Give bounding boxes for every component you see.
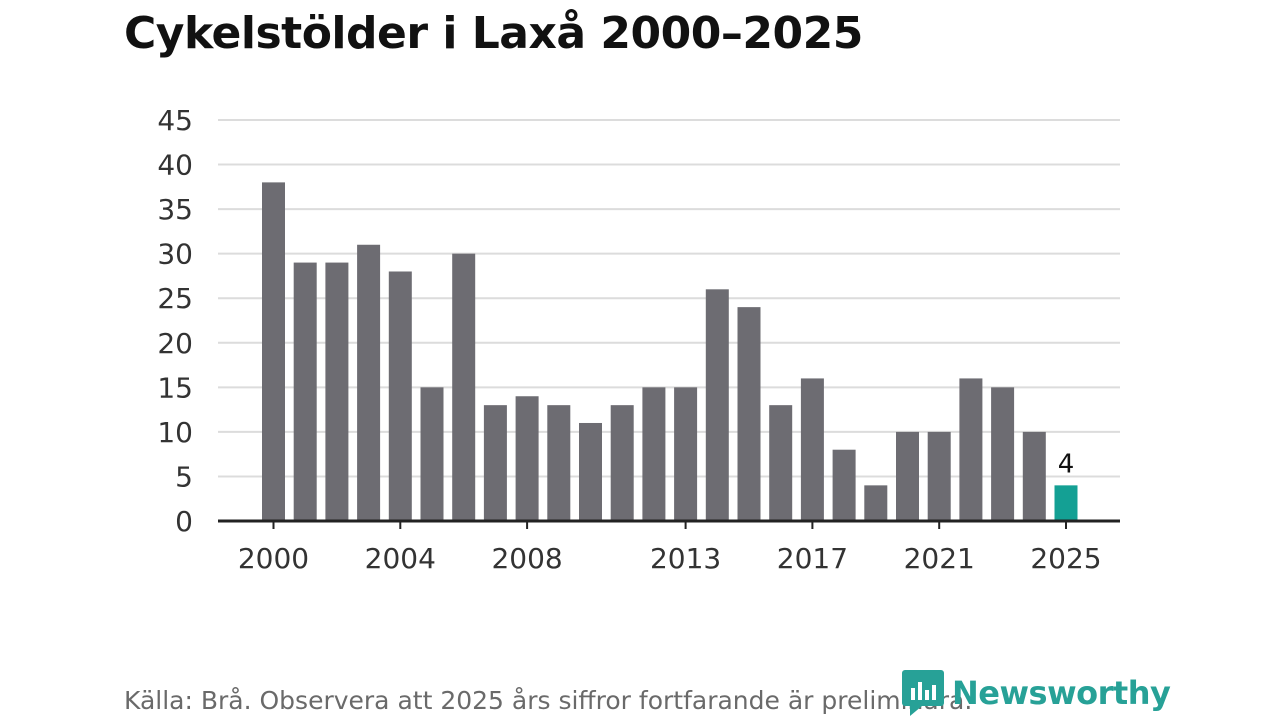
bar-2002 — [325, 262, 349, 521]
bar-2017 — [800, 378, 824, 521]
bar-2020 — [896, 431, 919, 521]
y-tick-label: 40 — [157, 149, 193, 182]
newsworthy-logo-icon — [902, 670, 944, 716]
y-tick-label: 10 — [157, 416, 193, 449]
bar-2003 — [357, 244, 381, 521]
bar-2010 — [579, 422, 602, 521]
bar-2012 — [642, 387, 666, 521]
x-tick-label: 2013 — [650, 542, 721, 575]
x-tick-label: 2000 — [238, 542, 309, 575]
bar-2018 — [832, 449, 856, 521]
brand-logo[interactable]: Newsworthy — [902, 670, 1171, 716]
y-tick-label: 30 — [157, 238, 193, 271]
x-tick-label: 2017 — [777, 542, 848, 575]
x-tick-label: 2025 — [1030, 542, 1101, 575]
bar-2007 — [483, 405, 507, 521]
brand-name: Newsworthy — [952, 674, 1171, 712]
y-tick-label: 20 — [157, 327, 193, 360]
bar-2014 — [705, 289, 729, 521]
y-tick-label: 45 — [157, 104, 193, 137]
bar-2000 — [262, 182, 285, 521]
data-label: 4 — [1058, 449, 1075, 479]
y-tick-label: 5 — [175, 460, 193, 493]
y-tick-label: 0 — [175, 505, 193, 538]
y-axis-ticks: 0 5 10 15 20 25 30 35 40 45 — [157, 104, 193, 538]
bar-2016 — [769, 405, 793, 521]
bar-2025 — [1054, 485, 1078, 521]
y-tick-label: 35 — [157, 193, 193, 226]
bar-2001 — [293, 262, 317, 521]
bar-2022 — [959, 378, 983, 521]
bar-2005 — [420, 387, 444, 521]
bar-2009 — [547, 405, 571, 521]
chart-title: Cykelstölder i Laxå 2000–2025 — [124, 8, 863, 59]
gridlines — [218, 119, 1120, 478]
x-tick-label: 2021 — [904, 542, 975, 575]
bars — [262, 182, 1078, 521]
y-tick-label: 25 — [157, 282, 193, 315]
bar-2019 — [864, 485, 888, 521]
data-labels: 4 — [1058, 449, 1075, 479]
bar-2011 — [610, 405, 634, 521]
source-note: Källa: Brå. Observera att 2025 års siffr… — [124, 686, 973, 715]
bar-2023 — [991, 387, 1015, 521]
bar-2021 — [927, 431, 951, 521]
y-tick-label: 15 — [157, 371, 193, 404]
bar-2004 — [388, 271, 412, 521]
bar-2013 — [674, 387, 698, 521]
bar-2006 — [452, 253, 476, 521]
x-tick-label: 2008 — [491, 542, 562, 575]
x-tick-label: 2004 — [365, 542, 436, 575]
bar-2008 — [515, 396, 539, 521]
bar-2024 — [1022, 431, 1046, 521]
bar-2015 — [737, 307, 761, 521]
x-axis: 2000 2004 2008 2013 2017 2021 2025 — [218, 519, 1120, 575]
